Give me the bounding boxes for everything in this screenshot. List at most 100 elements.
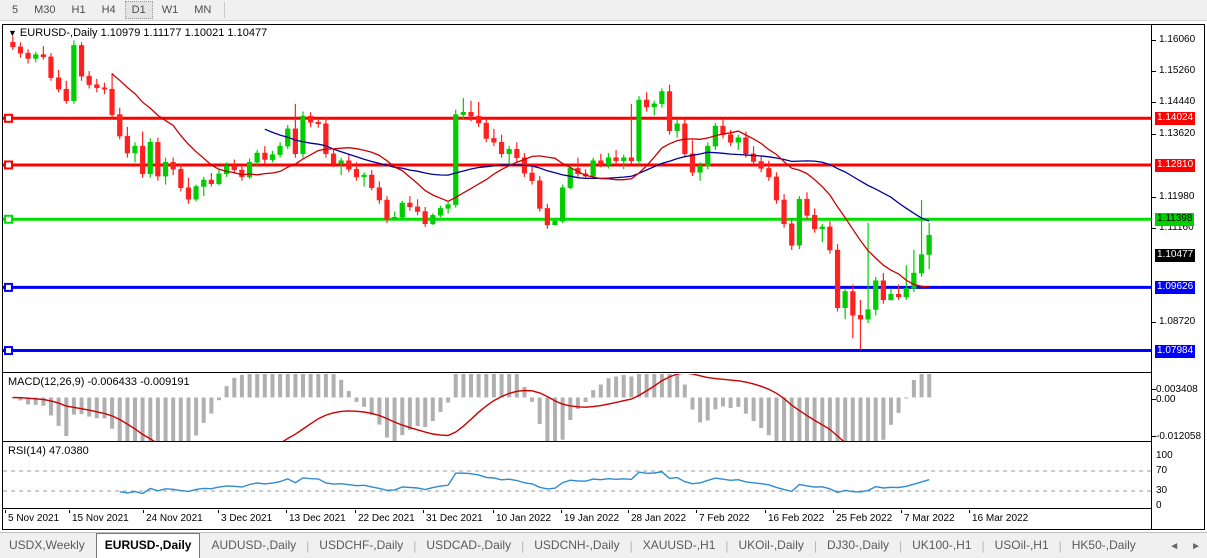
macd-histogram-bar xyxy=(323,374,328,398)
macd-signal-line xyxy=(12,374,845,441)
candlestick xyxy=(476,115,482,124)
chart-tab-ukoil-daily[interactable]: UKOil-,Daily xyxy=(738,538,804,552)
timeframe-button-d1[interactable]: D1 xyxy=(124,1,153,19)
macd-histogram-bar xyxy=(64,397,69,437)
macd-axis-tick xyxy=(1152,399,1156,400)
macd-histogram-bar xyxy=(71,397,76,415)
level-line-handle[interactable] xyxy=(4,346,13,356)
tab-scroll-next-icon[interactable]: ► xyxy=(1191,541,1201,552)
macd-histogram-bar xyxy=(239,374,244,398)
chart-tab-audusd-daily[interactable]: AUDUSD-,Daily xyxy=(211,538,297,552)
candlestick xyxy=(483,122,489,139)
price-tag-red[interactable]: 1.14024 xyxy=(1155,112,1196,126)
candlestick xyxy=(25,52,31,59)
candlestick xyxy=(666,91,673,131)
macd-histogram-bar xyxy=(262,374,267,398)
timeframe-button-5[interactable]: 5 xyxy=(12,4,19,16)
candlestick xyxy=(453,114,459,205)
candlestick xyxy=(277,145,283,155)
timeframe-button-mn[interactable]: MN xyxy=(194,4,212,16)
candlestick xyxy=(399,202,405,218)
timeframe-button-h1[interactable]: H1 xyxy=(71,4,86,16)
candlestick xyxy=(903,288,909,298)
chart-tab-hk50-daily[interactable]: HK50-,Daily xyxy=(1071,538,1136,552)
date-axis-label: 5 Nov 2021 xyxy=(8,513,60,524)
moving-average-line xyxy=(111,73,930,288)
chart-tab-dj30-daily[interactable]: DJ30-,Daily xyxy=(826,538,889,552)
rsi-axis-label: 30 xyxy=(1156,485,1168,496)
macd-histogram-bar xyxy=(904,397,909,399)
rsi-pane[interactable]: RSI(14) 47.0380 xyxy=(3,443,1151,509)
date-axis-tick xyxy=(286,510,287,513)
macd-pane[interactable]: MACD(12,26,9) -0.006433 -0.009191 xyxy=(3,374,1151,442)
chart-tab-usdx-weekly[interactable]: USDX,Weekly xyxy=(9,538,85,552)
chart-tab-usdcad-daily[interactable]: USDCAD-,Daily xyxy=(426,538,512,552)
candlestick xyxy=(254,152,260,163)
chart-tab-uk100-h1[interactable]: UK100-,H1 xyxy=(912,538,972,552)
macd-histogram-bar xyxy=(194,397,199,436)
price-axis-label: 1.13620 xyxy=(1159,127,1196,139)
timeframe-button-m30[interactable]: M30 xyxy=(34,4,56,16)
price-tag-black[interactable]: 1.10477 xyxy=(1155,248,1196,262)
macd-histogram-bar xyxy=(201,397,206,423)
level-line-handle[interactable] xyxy=(4,282,13,292)
timeframe-toolbar: 5 M30 H1 H4 D1 W1 MN xyxy=(0,0,1207,21)
chart-tab-bar: USDX,Weekly EURUSD-,Daily AUDUSD-,Daily |… xyxy=(0,532,1207,558)
candlestick xyxy=(246,162,253,178)
price-tag-blue[interactable]: 1.09626 xyxy=(1155,281,1196,295)
macd-histogram-bar xyxy=(621,375,626,398)
macd-histogram-bar xyxy=(430,397,435,422)
macd-histogram-bar xyxy=(155,397,160,441)
date-axis-label: 16 Mar 2022 xyxy=(972,513,1029,524)
price-axis[interactable]: 1.16060 1.15260 1.14440 1.13620 1.11980 1.111… xyxy=(1151,25,1204,529)
symbol-header: ▼ EURUSD-,Daily 1.10979 1.11177 1.10021 1… xyxy=(8,27,267,39)
tab-scroll-prev-icon[interactable]: ◄ xyxy=(1169,541,1180,552)
macd-histogram-bar xyxy=(598,384,603,398)
macd-histogram-bar xyxy=(522,386,527,398)
price-tag-red[interactable]: 1.12810 xyxy=(1155,159,1196,172)
date-axis-label: 15 Nov 2021 xyxy=(72,513,129,524)
rsi-axis-label: 100 xyxy=(1156,450,1173,461)
chart-tab-usoil-h1[interactable]: USOil-,H1 xyxy=(994,538,1049,552)
macd-histogram-bar xyxy=(362,397,367,407)
symbol-header-text: EURUSD-,Daily 1.10979 1.11177 1.10021 1.… xyxy=(19,27,268,39)
candlestick xyxy=(842,291,848,308)
chart-tab-usdchf-daily[interactable]: USDCHF-,Daily xyxy=(319,538,404,552)
price-tag-green[interactable]: 1.11398 xyxy=(1155,213,1195,227)
date-axis-tick xyxy=(765,510,766,513)
timeframe-button-w1[interactable]: W1 xyxy=(161,4,179,16)
price-pane[interactable]: ▼ EURUSD-,Daily 1.10979 1.11177 1.10021 1… xyxy=(3,25,1151,373)
macd-histogram-bar xyxy=(896,397,901,413)
macd-histogram-bar xyxy=(26,397,31,405)
candlestick xyxy=(880,280,886,301)
chart-tab-usdcnh-daily[interactable]: USDCNH-,Daily xyxy=(534,538,620,552)
macd-histogram-bar xyxy=(682,384,687,398)
level-line-handle[interactable] xyxy=(4,214,13,224)
macd-histogram-bar xyxy=(148,397,153,441)
macd-histogram-bar xyxy=(18,397,23,401)
candlestick xyxy=(605,157,612,165)
macd-histogram-bar xyxy=(41,397,46,406)
candlestick xyxy=(437,208,444,216)
date-axis-label: 31 Dec 2021 xyxy=(426,513,483,524)
macd-histogram-bar xyxy=(415,397,420,427)
price-axis-label: 1.08720 xyxy=(1159,316,1196,328)
timeframe-button-h4[interactable]: H4 xyxy=(101,4,116,16)
level-line-handle[interactable] xyxy=(4,113,13,123)
macd-histogram-bar xyxy=(629,376,634,398)
plot-area[interactable]: ▼ EURUSD-,Daily 1.10979 1.11177 1.10021 1… xyxy=(3,25,1151,529)
collapse-arrow-icon[interactable]: ▼ xyxy=(8,28,17,38)
rsi-chart-svg xyxy=(3,470,1151,495)
candlestick xyxy=(659,91,665,105)
macd-histogram-bar xyxy=(87,397,92,417)
macd-histogram-bar xyxy=(346,391,351,398)
price-tag-blue[interactable]: 1.07984 xyxy=(1155,344,1196,358)
chart-tab-xauusd-h1[interactable]: XAUUSD-,H1 xyxy=(642,538,716,552)
candlestick xyxy=(353,168,360,178)
chart-tab-eurusd-daily[interactable]: EURUSD-,Daily xyxy=(95,533,201,558)
macd-histogram-bar xyxy=(423,397,428,427)
candlestick xyxy=(239,169,245,178)
macd-histogram-bar xyxy=(858,397,863,441)
level-line-handle[interactable] xyxy=(4,160,13,170)
date-axis-tick xyxy=(833,510,834,513)
